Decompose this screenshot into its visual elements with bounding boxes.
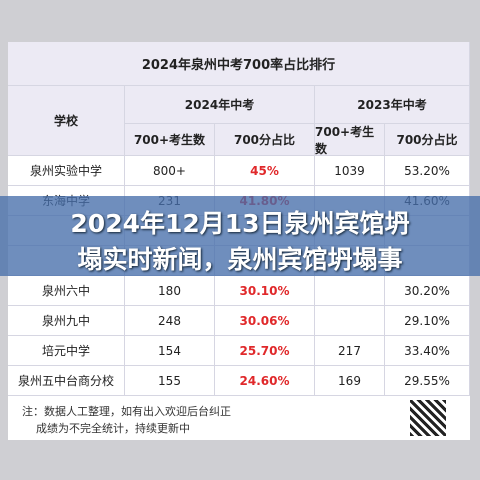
table-cell: 泉州实验中学 <box>8 156 125 186</box>
subheader: 700+考生数 <box>125 124 215 156</box>
table-cell: 29.55% <box>385 366 470 396</box>
table-cell: 248 <box>125 306 215 336</box>
table-cell: 45% <box>215 156 315 186</box>
footer-line: 注：数据人工整理，如有出入欢迎后台纠正 <box>22 405 231 418</box>
headline: 2024年12月13日泉州宾馆坍 <box>70 209 410 238</box>
table-cell: 24.60% <box>215 366 315 396</box>
table-title: 2024年泉州中考700率占比排行 <box>8 42 470 86</box>
table-cell <box>315 306 385 336</box>
footer-line: 成绩为不完全统计，持续更新中 <box>36 422 190 435</box>
table-cell: 30.20% <box>385 276 470 306</box>
subheader: 700分占比 <box>385 124 470 156</box>
table-cell: 154 <box>125 336 215 366</box>
table-cell: 169 <box>315 366 385 396</box>
headline: 塌实时新闻，泉州宾馆坍塌事 <box>77 245 403 274</box>
header: 2024年中考 <box>125 86 315 124</box>
qr-code <box>410 400 446 436</box>
table-cell: 53.20% <box>385 156 470 186</box>
table-cell: 泉州五中台商分校 <box>8 366 125 396</box>
header: 学校 <box>8 86 125 156</box>
subheader: 700+考生数 <box>315 124 385 156</box>
header: 2023年中考 <box>315 86 470 124</box>
table-cell: 29.10% <box>385 306 470 336</box>
table-cell: 25.70% <box>215 336 315 366</box>
table-cell <box>315 276 385 306</box>
table-cell: 180 <box>125 276 215 306</box>
table-cell: 217 <box>315 336 385 366</box>
table-cell: 800+ <box>125 156 215 186</box>
table-cell: 30.10% <box>215 276 315 306</box>
headline-banner <box>0 196 480 276</box>
table-cell: 155 <box>125 366 215 396</box>
table-cell: 培元中学 <box>8 336 125 366</box>
table-cell: 33.40% <box>385 336 470 366</box>
table-cell: 泉州九中 <box>8 306 125 336</box>
table-cell: 1039 <box>315 156 385 186</box>
table-cell: 泉州六中 <box>8 276 125 306</box>
table-cell: 30.06% <box>215 306 315 336</box>
subheader: 700分占比 <box>215 124 315 156</box>
